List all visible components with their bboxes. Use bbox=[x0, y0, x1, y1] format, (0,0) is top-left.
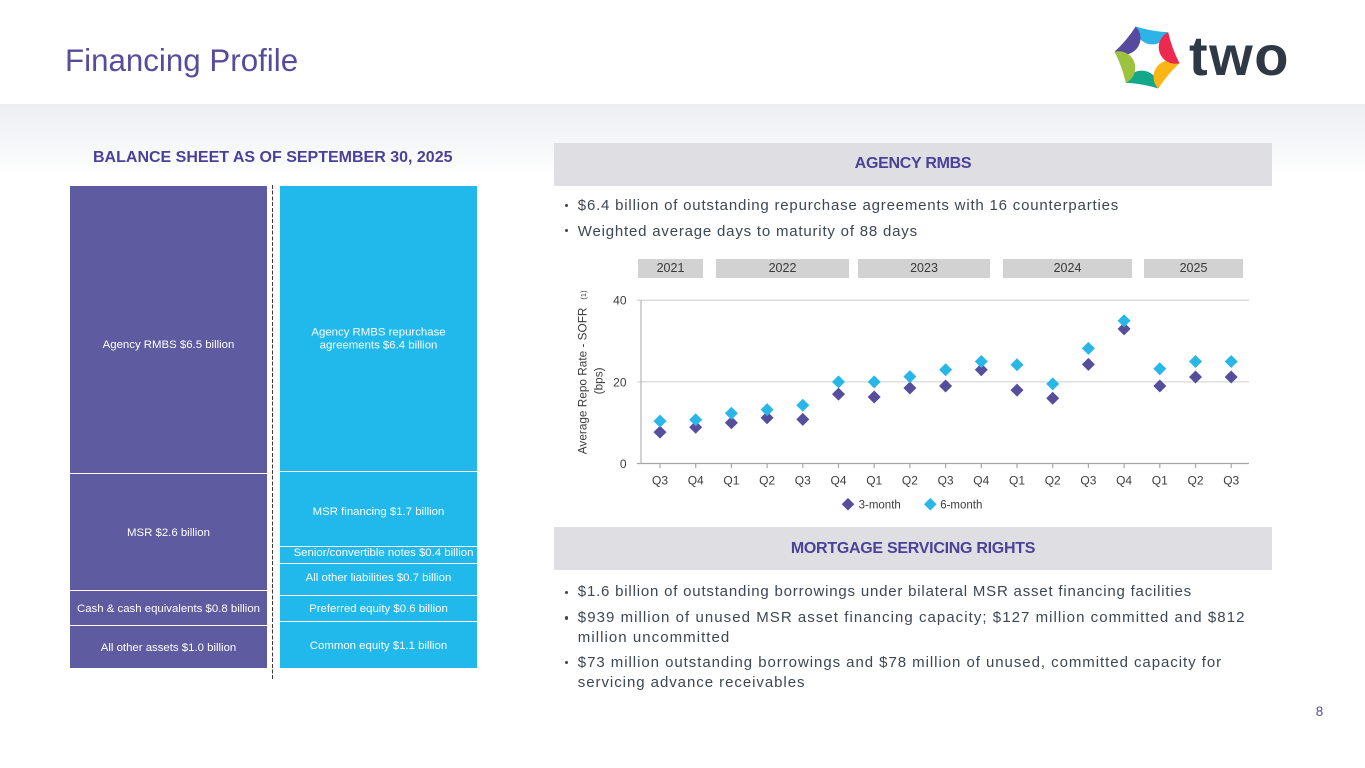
svg-text:Q3: Q3 bbox=[1080, 473, 1096, 487]
svg-text:Q1: Q1 bbox=[1152, 473, 1168, 487]
svg-text:Q2: Q2 bbox=[759, 473, 775, 487]
svg-text:Q2: Q2 bbox=[1187, 473, 1203, 487]
svg-text:Average Repo Rate - SOFR: Average Repo Rate - SOFR bbox=[576, 308, 590, 455]
svg-text:Q1: Q1 bbox=[866, 473, 882, 487]
svg-text:6-month: 6-month bbox=[940, 499, 982, 511]
svg-text:Q1: Q1 bbox=[723, 473, 739, 487]
svg-text:40: 40 bbox=[613, 294, 627, 308]
svg-text:Q2: Q2 bbox=[902, 473, 918, 487]
svg-text:Q4: Q4 bbox=[973, 473, 989, 487]
svg-text:Q3: Q3 bbox=[795, 473, 811, 487]
svg-text:(bps): (bps) bbox=[592, 367, 606, 394]
svg-text:Q4: Q4 bbox=[688, 473, 704, 487]
svg-text:Q3: Q3 bbox=[1223, 473, 1239, 487]
svg-text:Q3: Q3 bbox=[938, 473, 954, 487]
svg-text:two: two bbox=[1189, 24, 1290, 87]
svg-text:0: 0 bbox=[620, 457, 627, 471]
svg-text:Q2: Q2 bbox=[1045, 473, 1061, 487]
svg-text:Q1: Q1 bbox=[1009, 473, 1025, 487]
svg-text:20: 20 bbox=[613, 375, 627, 389]
svg-text:Q3: Q3 bbox=[652, 473, 668, 487]
svg-text:Q4: Q4 bbox=[1116, 473, 1132, 487]
svg-text:Q4: Q4 bbox=[830, 473, 846, 487]
svg-text:(1): (1) bbox=[579, 290, 588, 300]
svg-text:3-month: 3-month bbox=[859, 499, 901, 511]
